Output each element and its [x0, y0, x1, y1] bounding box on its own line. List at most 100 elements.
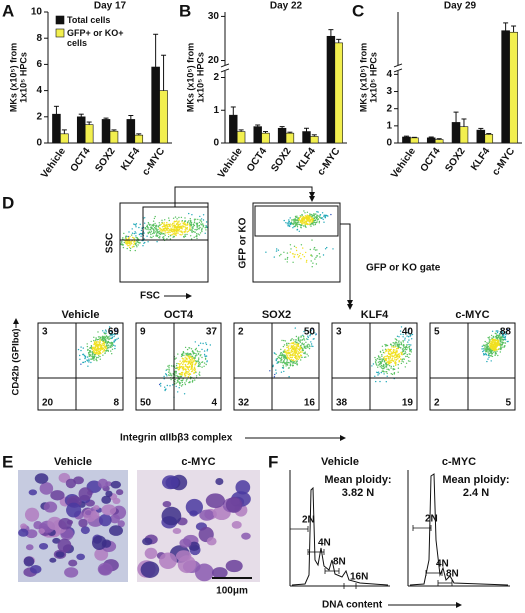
flow-dot [117, 337, 120, 339]
flow-dot [149, 236, 152, 238]
flow-dot [315, 256, 317, 259]
flow-dot [189, 227, 191, 229]
flow-dot [298, 255, 301, 257]
flow-dot [186, 358, 188, 361]
cell [43, 501, 58, 513]
flow-dot [298, 221, 300, 223]
flow-dot [199, 365, 201, 368]
flow-dot [133, 242, 136, 245]
flow-dot [394, 359, 396, 361]
flow-dot [114, 345, 116, 347]
flow-dot [193, 352, 195, 355]
bar [326, 35, 336, 144]
flow-dot [401, 352, 403, 354]
flow-dot [97, 351, 99, 353]
flow-dot [139, 223, 141, 225]
flow-dot [290, 339, 292, 341]
flow-dot [493, 349, 495, 352]
flow-dot [283, 358, 286, 360]
flow-dot [169, 372, 171, 374]
flow-dot [206, 350, 208, 352]
flow-dot [193, 220, 196, 222]
flow-dot [127, 235, 129, 238]
flow-dot [408, 347, 411, 349]
flow-dot [179, 225, 181, 227]
cell [66, 502, 82, 518]
cell [206, 537, 217, 546]
flow-dot [309, 248, 311, 251]
flow-dot [173, 231, 175, 233]
y-tick-label: 2 [386, 103, 392, 114]
flow-dot [173, 227, 176, 229]
flow-dot [291, 219, 293, 221]
flow-dot [174, 225, 177, 227]
flow-dot [189, 223, 191, 225]
x-tick-label: c-MYC [140, 146, 167, 178]
cell [142, 537, 153, 546]
flow-dot [315, 217, 318, 220]
flow-dot [487, 353, 490, 355]
flow-dot [285, 365, 287, 367]
flow-dot [377, 366, 379, 368]
flow-dot [184, 356, 186, 358]
flow-dot [101, 335, 104, 338]
flow-dot [491, 343, 494, 346]
flow-dot [325, 215, 327, 217]
flow-dot [489, 339, 491, 341]
flow-dot [294, 343, 297, 345]
cell [65, 478, 77, 489]
y-axis-label: 1x10⁵ HPCs [195, 52, 205, 103]
flow-dot [199, 226, 201, 229]
flow-dot [293, 343, 295, 345]
flow-dot [159, 224, 161, 226]
x-axis-label: DNA content [322, 600, 383, 611]
flow-dot [199, 363, 201, 365]
flow-dot [386, 355, 388, 357]
flow-dot [307, 355, 309, 357]
flow-dot [295, 346, 297, 349]
flow-dot [175, 234, 177, 237]
flow-dot [161, 229, 164, 231]
flow-dot [135, 244, 137, 247]
flow-dot [196, 233, 198, 235]
flow-dot [184, 217, 186, 219]
flow-dot [196, 354, 198, 356]
flow-dot [109, 333, 112, 335]
cell [47, 516, 63, 530]
flow-dot [170, 230, 173, 232]
flow-dot [304, 215, 307, 217]
flow-dot [294, 353, 296, 355]
flow-dot [296, 350, 298, 352]
flow-dot [489, 345, 492, 348]
flow-dot [403, 358, 405, 360]
flow-dot [167, 231, 170, 233]
flow-dot [494, 338, 496, 341]
x-tick-label: KLF4 [469, 146, 493, 173]
cell [38, 542, 49, 550]
flow-dot [398, 353, 400, 355]
flow-dot [193, 372, 195, 375]
flow-dot [192, 369, 194, 371]
flow-dot [205, 343, 208, 346]
flow-dot [156, 231, 158, 233]
flow-dot [190, 363, 192, 366]
error-bar [61, 129, 67, 134]
flow-dot [170, 227, 172, 229]
flow-dot [176, 226, 179, 228]
flow-dot [95, 338, 97, 340]
flow-dot [387, 362, 390, 364]
flow-dot [135, 223, 138, 225]
cell [25, 529, 38, 539]
image-title: c-MYC [181, 456, 215, 468]
flow-dot [397, 371, 399, 373]
flow-dot [289, 225, 291, 228]
flow-dot [168, 370, 170, 372]
flow-dot [164, 389, 166, 392]
flow-dot [314, 213, 316, 215]
flow-dot [106, 349, 108, 351]
flow-dot [383, 358, 385, 360]
peak-label: 8N [446, 569, 459, 580]
flow-dot [178, 226, 180, 228]
flow-dot [293, 345, 295, 347]
flow-dot [500, 338, 502, 340]
